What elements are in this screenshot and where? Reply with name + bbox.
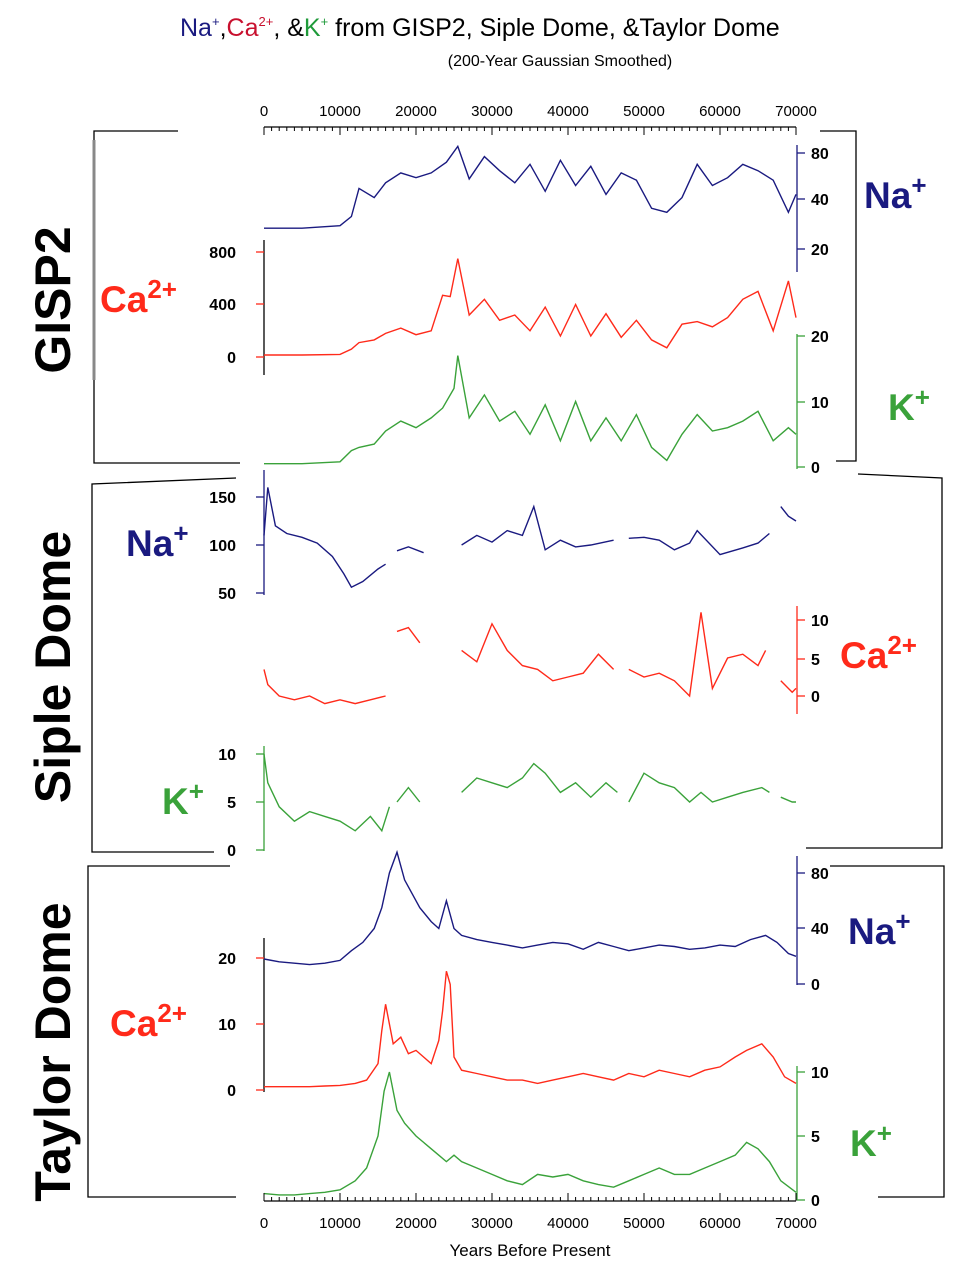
series-line-2-0-0 xyxy=(263,849,797,966)
top-tick-label-4: 40000 xyxy=(547,103,589,120)
top-tick-label-0: 0 xyxy=(260,103,268,120)
taylor-na-label: Na+ xyxy=(848,906,911,952)
series-line-0-2-0 xyxy=(264,355,797,465)
y-tick-label-2-0-2: 80 xyxy=(811,866,829,883)
y-tick-label-2-0-0: 0 xyxy=(811,977,820,994)
y-tick-label-0-0-0: 20 xyxy=(811,242,829,259)
chart-subtitle: (200-Year Gaussian Smoothed) xyxy=(448,53,672,70)
bottom-tick-label-0: 0 xyxy=(260,1215,268,1232)
series-line-1-1-2 xyxy=(461,622,615,682)
title-k: K xyxy=(304,14,321,42)
bottom-tick-label-7: 70000 xyxy=(775,1215,817,1232)
bottom-tick-label-1: 10000 xyxy=(319,1215,361,1232)
y-tick-label-0-2-2: 20 xyxy=(811,329,829,346)
gisp2-k-label: K+ xyxy=(888,382,930,428)
taylor-bracket xyxy=(87,865,945,1198)
title-sep2: , & xyxy=(273,14,304,42)
core-label-gisp2: GISP2 xyxy=(25,226,81,373)
top-tick-label-6: 60000 xyxy=(699,103,741,120)
y-tick-label-2-2-1: 5 xyxy=(811,1129,820,1146)
y-tick-label-0-2-0: 0 xyxy=(811,460,820,477)
title-na: Na xyxy=(180,14,212,42)
siple-bracket xyxy=(91,473,943,853)
y-tick-label-1-0-0: 50 xyxy=(218,586,236,603)
top-tick-label-2: 20000 xyxy=(395,103,437,120)
y-tick-label-2-1-1: 10 xyxy=(218,1017,236,1034)
bottom-tick-label-3: 30000 xyxy=(471,1215,513,1232)
bottom-tick-label-2: 20000 xyxy=(395,1215,437,1232)
gisp2-na-label: Na+ xyxy=(864,170,927,216)
bottom-tick-label-6: 60000 xyxy=(699,1215,741,1232)
top-tick-label-5: 50000 xyxy=(623,103,665,120)
top-tick-label-1: 10000 xyxy=(319,103,361,120)
series-line-1-0-0 xyxy=(263,487,386,589)
y-tick-label-1-0-2: 150 xyxy=(209,490,236,507)
series-line-1-1-0 xyxy=(263,669,386,705)
bottom-tick-label-5: 50000 xyxy=(623,1215,665,1232)
series-line-1-1-3 xyxy=(628,612,767,698)
series-layer xyxy=(263,144,797,1196)
core-label-siple: Siple Dome xyxy=(25,531,81,803)
y-tick-label-1-1-0: 0 xyxy=(811,689,820,706)
series-line-1-2-2 xyxy=(461,762,618,799)
y-tick-label-1-2-2: 10 xyxy=(218,747,236,764)
series-line-2-2-0 xyxy=(263,1071,797,1196)
x-axis-label: Years Before Present xyxy=(450,1241,611,1260)
y-tick-label-0-1-1: 400 xyxy=(209,297,236,314)
y-tick-label-2-2-2: 10 xyxy=(811,1065,829,1082)
series-line-1-2-3 xyxy=(628,772,770,803)
y-tick-label-0-1-0: 0 xyxy=(227,350,236,367)
y-axes-layer: 2040800400800010205010015005100510040800… xyxy=(209,145,829,1210)
y-tick-label-2-1-0: 0 xyxy=(227,1083,236,1100)
y-tick-label-0-2-1: 10 xyxy=(811,395,829,412)
title-ca-sup: 2+ xyxy=(258,14,273,29)
y-tick-label-2-0-1: 40 xyxy=(811,921,829,938)
chart-title: Na+,Ca2+, &K+ from GISP2, Siple Dome, &T… xyxy=(180,14,780,42)
y-tick-label-2-2-0: 0 xyxy=(811,1193,820,1210)
y-tick-label-1-2-1: 5 xyxy=(227,795,236,812)
series-line-1-2-0 xyxy=(263,753,391,833)
series-line-1-1-1 xyxy=(396,626,421,644)
core-label-taylor: Taylor Dome xyxy=(25,902,81,1201)
top-tick-label-3: 30000 xyxy=(471,103,513,120)
series-line-0-0-0 xyxy=(264,144,797,229)
gisp2-bracket xyxy=(93,130,857,464)
series-line-1-0-3 xyxy=(628,529,770,556)
y-tick-label-0-0-2: 80 xyxy=(811,146,829,163)
y-tick-label-2-1-2: 20 xyxy=(218,951,236,968)
series-line-1-1-4 xyxy=(780,680,797,694)
y-tick-label-1-1-1: 5 xyxy=(811,652,820,669)
y-tick-label-0-1-2: 800 xyxy=(209,245,236,262)
series-line-1-0-4 xyxy=(780,506,797,522)
top-tick-label-7: 70000 xyxy=(775,103,817,120)
siple-k-label: K+ xyxy=(162,776,204,822)
gisp2-ca-label: Ca2+ xyxy=(100,274,177,320)
siple-na-label: Na+ xyxy=(126,518,189,564)
series-line-1-0-2 xyxy=(461,504,614,551)
y-tick-label-1-0-1: 100 xyxy=(209,538,236,555)
y-tick-label-1-1-2: 10 xyxy=(811,613,829,630)
taylor-ca-label: Ca2+ xyxy=(110,998,187,1044)
bottom-tick-label-4: 40000 xyxy=(547,1215,589,1232)
title-ca: Ca xyxy=(227,14,259,42)
y-tick-label-1-2-0: 0 xyxy=(227,843,236,860)
title-sep1: , xyxy=(220,14,227,42)
title-rest: from GISP2, Siple Dome, &Taylor Dome xyxy=(328,14,780,42)
series-line-1-0-1 xyxy=(396,546,424,554)
series-line-1-2-1 xyxy=(396,786,421,803)
y-tick-label-0-0-1: 40 xyxy=(811,192,829,209)
series-line-0-1-0 xyxy=(264,258,797,356)
series-line-1-2-4 xyxy=(780,796,796,803)
taylor-k-label: K+ xyxy=(850,1118,892,1164)
series-line-2-1-0 xyxy=(264,971,797,1088)
title-na-sup: + xyxy=(212,14,220,29)
siple-ca-label: Ca2+ xyxy=(840,630,917,676)
title-k-sup: + xyxy=(321,14,329,29)
